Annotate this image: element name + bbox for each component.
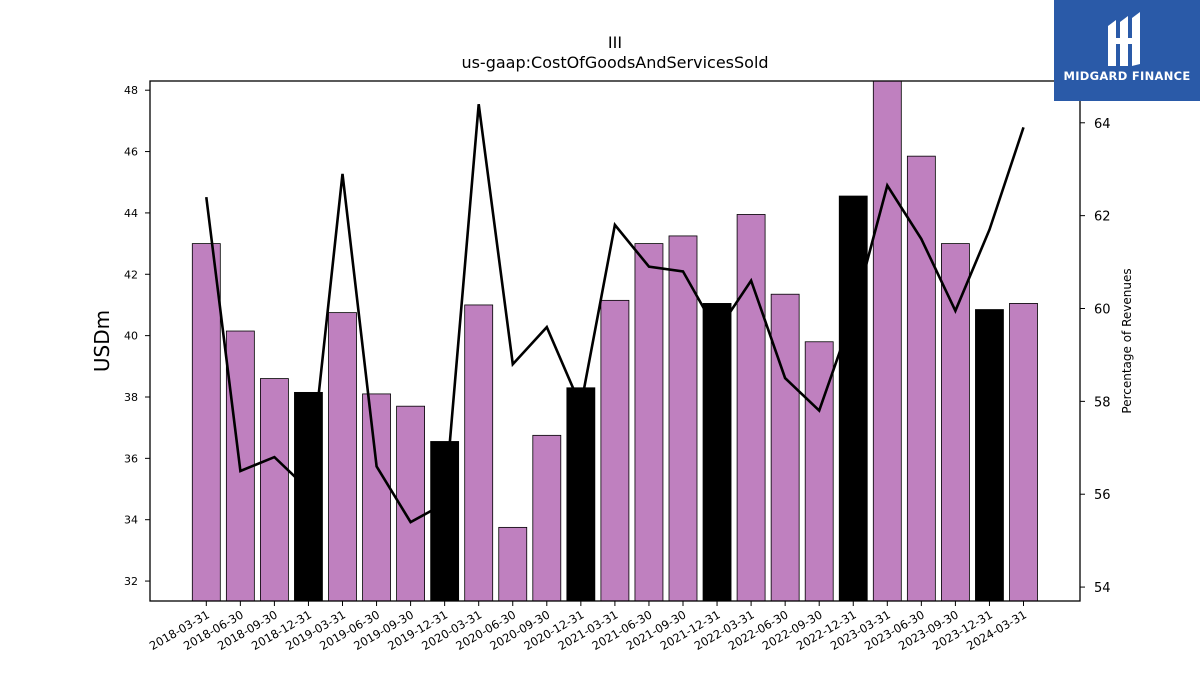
y2-tick-label: 62 (1094, 210, 1111, 225)
y2-tick-label: 60 (1094, 303, 1111, 318)
bar (328, 312, 357, 602)
bar (1009, 303, 1038, 602)
bar (498, 526, 528, 602)
bar (566, 387, 596, 602)
y2-tick-label: 64 (1094, 117, 1111, 132)
y2-tick-label: 56 (1094, 488, 1111, 503)
y-tick-label: 46 (124, 146, 138, 159)
bar (464, 304, 494, 602)
bar (362, 393, 391, 602)
y-tick-label: 38 (124, 391, 138, 404)
bar (702, 303, 732, 602)
chart-title: III (608, 33, 622, 52)
y2-tick-label: 54 (1094, 581, 1111, 596)
y-tick-label: 36 (124, 452, 138, 465)
y2-tick-label: 58 (1094, 395, 1111, 410)
bar (872, 80, 902, 602)
chart-subtitle: us-gaap:CostOfGoodsAndServicesSold (461, 53, 768, 72)
y-tick-label: 32 (124, 575, 138, 588)
bar (600, 299, 630, 602)
bar (838, 195, 868, 602)
bar (975, 309, 1004, 602)
bar (532, 434, 562, 602)
y-tick-label: 48 (124, 84, 138, 97)
bar (191, 243, 221, 602)
bar (634, 243, 664, 602)
y2-axis-label: Percentage of Revenues (1120, 268, 1134, 413)
logo-text: MIDGARD FINANCE (1063, 69, 1191, 83)
bar (294, 391, 323, 602)
y-tick-label: 34 (124, 514, 138, 527)
midgard-finance-logo: MIDGARD FINANCE (1054, 0, 1200, 101)
bar (259, 378, 289, 602)
y-axis-label: USDm (90, 310, 114, 372)
logo-mark-icon (1108, 12, 1140, 66)
y-tick-label: 42 (124, 268, 138, 281)
y-tick-label: 40 (124, 330, 138, 343)
y-tick-label: 44 (124, 207, 138, 220)
bar (770, 293, 800, 602)
bar (668, 235, 698, 602)
bar (396, 405, 426, 602)
bar (941, 243, 970, 602)
bar (430, 441, 460, 602)
bar (736, 214, 766, 602)
